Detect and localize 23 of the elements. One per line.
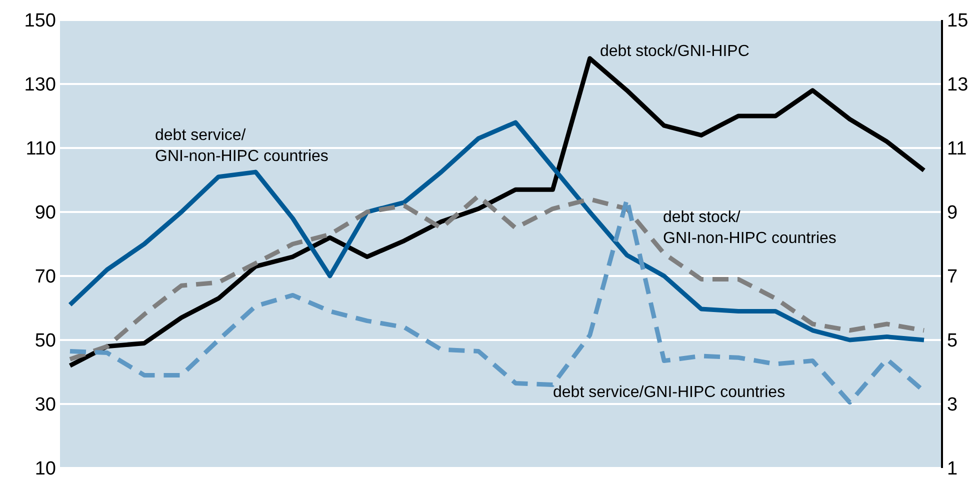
y2-tick-label: 13 <box>947 74 968 96</box>
y2-tick-label: 11 <box>947 138 967 160</box>
y2-tick-label: 7 <box>947 266 958 288</box>
line-series <box>68 120 926 342</box>
y-tick-label: 10 <box>34 458 56 480</box>
y-tick-label: 90 <box>34 202 56 224</box>
y-tick-label: 30 <box>34 394 56 416</box>
line-series <box>68 194 926 362</box>
series-label: debt stock/GNI-HIPC <box>600 43 750 60</box>
y-tick-label: 50 <box>34 330 56 352</box>
y2-tick-label: 3 <box>947 394 958 416</box>
y-tick-label: 150 <box>24 10 56 32</box>
y2-tick-label: 9 <box>947 202 958 224</box>
y2-tick-label: 15 <box>947 10 968 32</box>
series-label: debt stock/ GNI-non-HIPC countries <box>663 209 836 247</box>
y2-tick-label: 5 <box>947 330 958 352</box>
y-tick-label: 130 <box>24 74 56 96</box>
y2-tick-label: 1 <box>947 458 958 480</box>
series-label: debt service/ GNI-non-HIPC countries <box>155 127 328 165</box>
series-label: debt service/GNI-HIPC countries <box>553 384 786 401</box>
y-tick-label: 70 <box>34 266 56 288</box>
line-series <box>68 56 926 368</box>
y-tick-label: 110 <box>26 138 56 160</box>
